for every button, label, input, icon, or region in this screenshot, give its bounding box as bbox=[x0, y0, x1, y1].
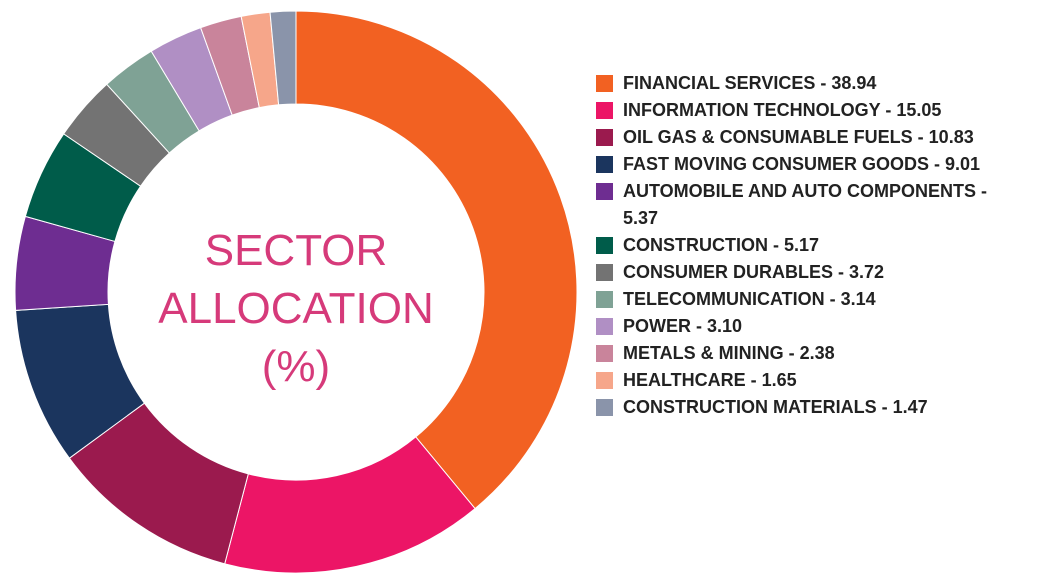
legend-label: HEALTHCARE - 1.65 bbox=[623, 370, 797, 390]
legend-item: AUTOMOBILE AND AUTO COMPONENTS - 5.37 bbox=[596, 178, 1016, 232]
legend-item: CONSTRUCTION - 5.17 bbox=[596, 232, 1016, 259]
donut-slice bbox=[269, 10, 297, 106]
chart-title: SECTOR ALLOCATION (%) bbox=[158, 226, 434, 391]
legend-swatch bbox=[596, 183, 613, 200]
legend-swatch bbox=[596, 399, 613, 416]
legend-swatch bbox=[596, 372, 613, 389]
legend-label: TELECOMMUNICATION - 3.14 bbox=[623, 289, 876, 309]
legend-swatch bbox=[596, 102, 613, 119]
legend-label: CONSTRUCTION - 5.17 bbox=[623, 235, 820, 255]
legend-label: CONSTRUCTION MATERIALS - 1.47 bbox=[623, 397, 928, 417]
legend-item: METALS & MINING - 2.38 bbox=[596, 340, 1016, 367]
legend-label: OIL GAS & CONSUMABLE FUELS - 10.83 bbox=[623, 127, 974, 147]
legend-swatch bbox=[596, 129, 613, 146]
legend-label: FINANCIAL SERVICES - 38.94 bbox=[623, 73, 877, 93]
legend-item: OIL GAS & CONSUMABLE FUELS - 10.83 bbox=[596, 124, 1016, 151]
legend-label: INFORMATION TECHNOLOGY - 15.05 bbox=[623, 100, 942, 120]
legend-item: CONSTRUCTION MATERIALS - 1.47 bbox=[596, 394, 1016, 421]
legend-label: FAST MOVING CONSUMER GOODS - 9.01 bbox=[623, 154, 981, 174]
legend-swatch bbox=[596, 237, 613, 254]
legend-swatch bbox=[596, 318, 613, 335]
legend-item: HEALTHCARE - 1.65 bbox=[596, 367, 1016, 394]
legend-label: METALS & MINING - 2.38 bbox=[623, 343, 835, 363]
legend-label: POWER - 3.10 bbox=[623, 316, 743, 336]
legend-label: CONSUMER DURABLES - 3.72 bbox=[623, 262, 885, 282]
donut-slice bbox=[295, 10, 578, 510]
legend-item: POWER - 3.10 bbox=[596, 313, 1016, 340]
legend-swatch bbox=[596, 291, 613, 308]
legend-swatch bbox=[596, 264, 613, 281]
legend-item: FINANCIAL SERVICES - 38.94 bbox=[596, 70, 1016, 97]
legend-item: CONSUMER DURABLES - 3.72 bbox=[596, 259, 1016, 286]
legend-swatch bbox=[596, 156, 613, 173]
legend-swatch bbox=[596, 345, 613, 362]
legend-item: INFORMATION TECHNOLOGY - 15.05 bbox=[596, 97, 1016, 124]
donut-chart bbox=[14, 10, 578, 574]
legend: FINANCIAL SERVICES - 38.94 INFORMATION TE… bbox=[596, 70, 1016, 421]
legend-item: TELECOMMUNICATION - 3.14 bbox=[596, 286, 1016, 313]
legend-swatch bbox=[596, 75, 613, 92]
legend-item: FAST MOVING CONSUMER GOODS - 9.01 bbox=[596, 151, 1016, 178]
legend-label: AUTOMOBILE AND AUTO COMPONENTS - 5.37 bbox=[623, 181, 987, 228]
